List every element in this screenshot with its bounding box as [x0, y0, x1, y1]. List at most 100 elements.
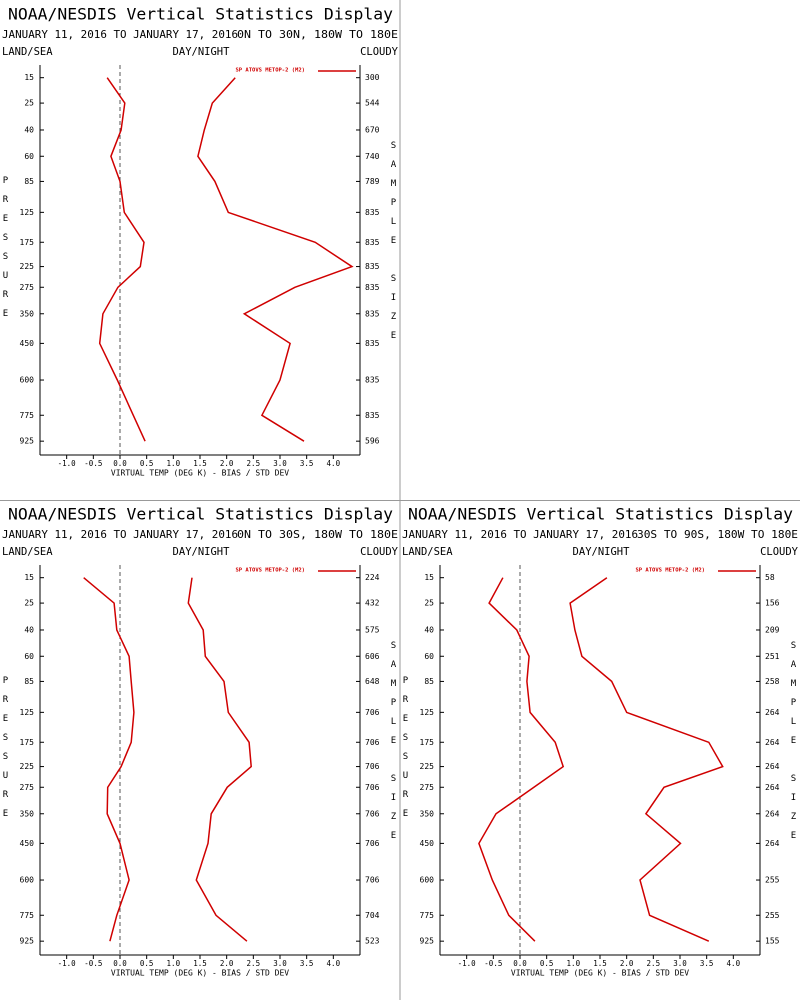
pressure-label: 175: [20, 738, 35, 747]
x-tick-label: 0.5: [140, 959, 154, 968]
x-tick-label: 1.5: [193, 459, 207, 468]
sample-size: 835: [365, 283, 380, 292]
pressure-label: 15: [424, 573, 434, 582]
sample-size: 706: [365, 708, 380, 717]
y-axis-label: PRESSURE: [1, 176, 11, 328]
x-axis-label: VIRTUAL TEMP (DEG K) - BIAS / STD DEV: [111, 969, 289, 978]
x-tick-label: -0.5: [84, 959, 102, 968]
bias-line: [478, 577, 565, 942]
legend-label: SP ATOVS METOP-2 (M2): [235, 568, 305, 574]
x-tick-label: 1.5: [193, 959, 207, 968]
x-tick-label: 3.5: [700, 959, 714, 968]
sample-size: 706: [365, 876, 380, 885]
pressure-label: 60: [24, 652, 34, 661]
pressure-label: 275: [20, 783, 35, 792]
y2-axis-label: SAMPLE SIZE: [789, 641, 799, 850]
sample-size: 224: [365, 573, 380, 582]
pressure-label: 450: [420, 839, 435, 848]
x-tick-label: -1.0: [458, 959, 477, 968]
x-tick-label: 3.0: [273, 959, 287, 968]
sample-size: 835: [365, 411, 380, 420]
std-dev-line: [569, 577, 724, 942]
x-tick-label: -0.5: [484, 959, 502, 968]
x-tick-label: 3.0: [673, 959, 687, 968]
date-range: JANUARY 11, 2016 TO JANUARY 17, 2016: [2, 29, 238, 41]
y-axis-label: PRESSURE: [1, 676, 11, 828]
x-tick-label: -1.0: [58, 459, 77, 468]
sample-size: 835: [365, 376, 380, 385]
sample-size: 255: [765, 911, 780, 920]
pressure-label: 350: [420, 809, 435, 818]
pressure-label: 600: [20, 376, 35, 385]
cloudy-label: CLOUDY: [360, 46, 399, 58]
pressure-label: 175: [420, 738, 435, 747]
x-tick-label: -1.0: [58, 959, 77, 968]
sample-size: 596: [365, 437, 380, 446]
pressure-label: 350: [20, 809, 35, 818]
sample-size: 835: [365, 339, 380, 348]
x-tick-label: 1.5: [593, 959, 607, 968]
legend-label: SP ATOVS METOP-2 (M2): [235, 68, 305, 74]
x-axis-label: VIRTUAL TEMP (DEG K) - BIAS / STD DEV: [111, 469, 289, 478]
sample-size: 264: [765, 839, 780, 848]
x-tick-label: 0.0: [113, 959, 127, 968]
x-tick-label: 4.0: [327, 959, 341, 968]
sample-size: 706: [365, 809, 380, 818]
pressure-label: 40: [24, 625, 34, 634]
sample-size: 704: [365, 911, 380, 920]
y2-axis-label: SAMPLE SIZE: [389, 141, 399, 350]
x-tick-label: 2.0: [220, 959, 234, 968]
x-tick-label: 4.0: [727, 959, 741, 968]
pressure-label: 25: [424, 599, 434, 608]
x-tick-label: 2.0: [220, 459, 234, 468]
sample-size: 544: [365, 99, 380, 108]
x-tick-label: 1.0: [567, 959, 581, 968]
x-tick-label: 2.5: [647, 959, 661, 968]
pressure-label: 350: [20, 309, 35, 318]
sample-size: 264: [765, 708, 780, 717]
date-range: JANUARY 11, 2016 TO JANUARY 17, 2016: [402, 529, 638, 541]
sample-size: 606: [365, 652, 380, 661]
y2-axis-label: SAMPLE SIZE: [389, 641, 399, 850]
pressure-label: 925: [20, 937, 35, 946]
bias-line: [83, 577, 135, 942]
sample-size: 706: [365, 762, 380, 771]
pressure-label: 775: [20, 911, 35, 920]
pressure-label: 600: [20, 876, 35, 885]
pressure-label: 25: [24, 99, 34, 108]
x-axis-label: VIRTUAL TEMP (DEG K) - BIAS / STD DEV: [511, 969, 689, 978]
sample-size: 835: [365, 309, 380, 318]
pressure-label: 775: [20, 411, 35, 420]
x-tick-label: 4.0: [327, 459, 341, 468]
x-tick-label: 3.5: [300, 959, 314, 968]
sample-size: 706: [365, 738, 380, 747]
x-tick-label: 0.0: [513, 959, 527, 968]
pressure-label: 40: [424, 625, 434, 634]
x-tick-label: 3.5: [300, 459, 314, 468]
region: 0N TO 30S, 180W TO 180E: [237, 529, 398, 541]
date-range: JANUARY 11, 2016 TO JANUARY 17, 2016: [2, 529, 238, 541]
pressure-label: 275: [20, 283, 35, 292]
sample-size: 209: [765, 625, 780, 634]
x-tick-label: -0.5: [84, 459, 102, 468]
sample-size: 706: [365, 839, 380, 848]
pressure-label: 775: [420, 911, 435, 920]
sample-size: 255: [765, 876, 780, 885]
pressure-label: 60: [424, 652, 434, 661]
pressure-label: 925: [20, 437, 35, 446]
sample-size: 835: [365, 208, 380, 217]
region: 0N TO 30N, 180W TO 180E: [237, 29, 398, 41]
region: 30S TO 90S, 180W TO 180E: [637, 529, 798, 541]
sample-size: 58: [765, 573, 775, 582]
sample-size: 156: [765, 599, 780, 608]
land-sea-label: LAND/SEA: [2, 546, 53, 558]
panel-title: NOAA/NESDIS Vertical Statistics Display: [8, 505, 393, 524]
x-tick-label: 3.0: [273, 459, 287, 468]
y-axis-label: PRESSURE: [401, 676, 411, 828]
land-sea-label: LAND/SEA: [402, 546, 453, 558]
sample-size: 740: [365, 152, 380, 161]
pressure-label: 25: [24, 599, 34, 608]
pressure-label: 225: [20, 762, 35, 771]
day-night-label: DAY/NIGHT: [573, 546, 631, 558]
